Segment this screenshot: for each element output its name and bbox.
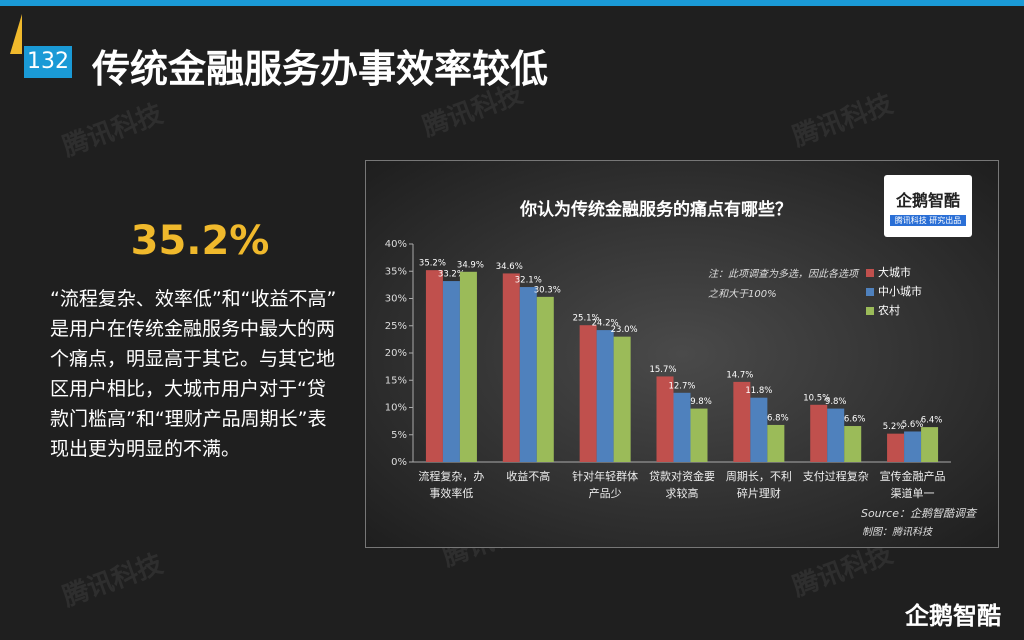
legend-label: 农村 — [878, 303, 900, 317]
bar — [459, 271, 477, 462]
page-accent — [10, 14, 22, 54]
bar — [887, 433, 905, 462]
x-tick-label: 支付过程复杂 — [802, 470, 869, 483]
data-label: 30.3% — [534, 285, 561, 295]
bar — [827, 408, 845, 462]
data-label: 10.5% — [803, 393, 830, 403]
legend-swatch — [866, 269, 874, 277]
data-label: 35.2% — [419, 259, 446, 269]
data-label: 25.1% — [573, 314, 600, 324]
watermark: 腾讯科技 — [58, 548, 167, 613]
bar — [767, 424, 785, 462]
chart-note: 注：此项调查为多选，因此各选项之和大于100% — [708, 269, 858, 300]
bar — [596, 330, 614, 462]
data-label: 32.1% — [515, 276, 542, 286]
y-tick-label: 40% — [385, 239, 407, 250]
bar — [921, 427, 939, 462]
description: “流程复杂、效率低”和“收益不高” 是用户在传统金融服务中最大的两个痛点，明显高… — [50, 288, 337, 460]
y-tick-label: 15% — [385, 375, 407, 386]
data-label: 15.7% — [649, 365, 676, 375]
chart-title: 你认为传统金融服务的痛点有哪些？ — [520, 200, 792, 220]
bar — [656, 376, 674, 462]
data-label: 34.6% — [496, 262, 523, 272]
data-label: 6.8% — [767, 413, 789, 423]
chart-logo: 企鹅智酷 腾讯科技 研究出品 — [884, 175, 972, 237]
x-tick-label: 贷款对资金要求较高 — [648, 470, 715, 500]
bar — [442, 281, 460, 462]
data-label: 14.7% — [726, 370, 753, 380]
legend-label: 中小城市 — [878, 284, 922, 298]
bar — [810, 404, 828, 462]
y-tick-label: 5% — [391, 430, 407, 441]
watermark: 腾讯科技 — [788, 88, 897, 153]
bar — [904, 431, 922, 462]
legend-swatch — [866, 288, 874, 296]
y-tick-label: 35% — [385, 266, 407, 277]
y-tick-label: 0% — [391, 457, 407, 468]
chart-logo-name: 企鹅智酷 — [895, 191, 960, 210]
top-bar — [0, 0, 1024, 6]
bar — [750, 397, 768, 462]
x-tick-label: 流程复杂，办事效率低 — [418, 470, 485, 500]
data-label: 6.4% — [921, 416, 943, 426]
y-tick-label: 20% — [385, 348, 407, 359]
legend-swatch — [866, 307, 874, 315]
chart-logo-subtitle: 腾讯科技 研究出品 — [890, 215, 966, 226]
watermark: 腾讯科技 — [58, 98, 167, 163]
bar — [579, 325, 597, 462]
chart-panel: 企鹅智酷 腾讯科技 研究出品 你认为传统金融服务的痛点有哪些？ 注：此项调查为多… — [365, 160, 999, 548]
data-label: 23.0% — [611, 325, 638, 335]
data-label: 33.2% — [438, 270, 465, 280]
data-label: 11.8% — [745, 386, 772, 396]
x-tick-label: 宣传金融产品渠道单一 — [879, 470, 946, 500]
x-tick-label: 周期长，不利碎片理财 — [725, 470, 792, 500]
data-label: 9.8% — [690, 397, 712, 407]
highlight-stat: 35.2% — [130, 218, 270, 264]
plot: 0% 5% 10% 15% 20% 25% 30% 35% 40% 35.2%33.2%34.9%… — [385, 239, 951, 468]
bar — [690, 408, 708, 462]
chart-credit: 制图：腾讯科技 — [862, 527, 932, 538]
y-tick-label: 30% — [385, 294, 407, 305]
bar — [425, 270, 443, 462]
chart-source: Source：企鹅智酷调查 — [860, 507, 976, 520]
x-tick-label: 针对年轻群体产品少 — [572, 470, 639, 500]
page-number: 132 — [24, 46, 72, 78]
slide-title: 传统金融服务办事效率较低 — [92, 47, 549, 91]
legend-label: 大城市 — [878, 265, 911, 279]
data-label: 5.2% — [883, 422, 905, 432]
data-label: 34.9% — [457, 260, 484, 270]
bar — [502, 273, 520, 462]
bar — [519, 287, 537, 462]
data-label: 6.6% — [844, 415, 866, 425]
data-label: 12.7% — [668, 381, 695, 391]
bar — [844, 426, 862, 462]
footer-logo: 企鹅智酷 — [905, 602, 1001, 630]
y-tick-label: 10% — [385, 403, 407, 414]
data-label: 9.8% — [825, 397, 847, 407]
data-label: 24.2% — [592, 319, 619, 329]
bar — [733, 381, 751, 462]
x-tick-label: 收益不高 — [506, 470, 551, 483]
data-label: 5.6% — [902, 420, 924, 430]
bar — [673, 392, 691, 462]
y-tick-label: 25% — [385, 321, 407, 332]
bar — [613, 336, 631, 462]
bar — [536, 296, 554, 462]
